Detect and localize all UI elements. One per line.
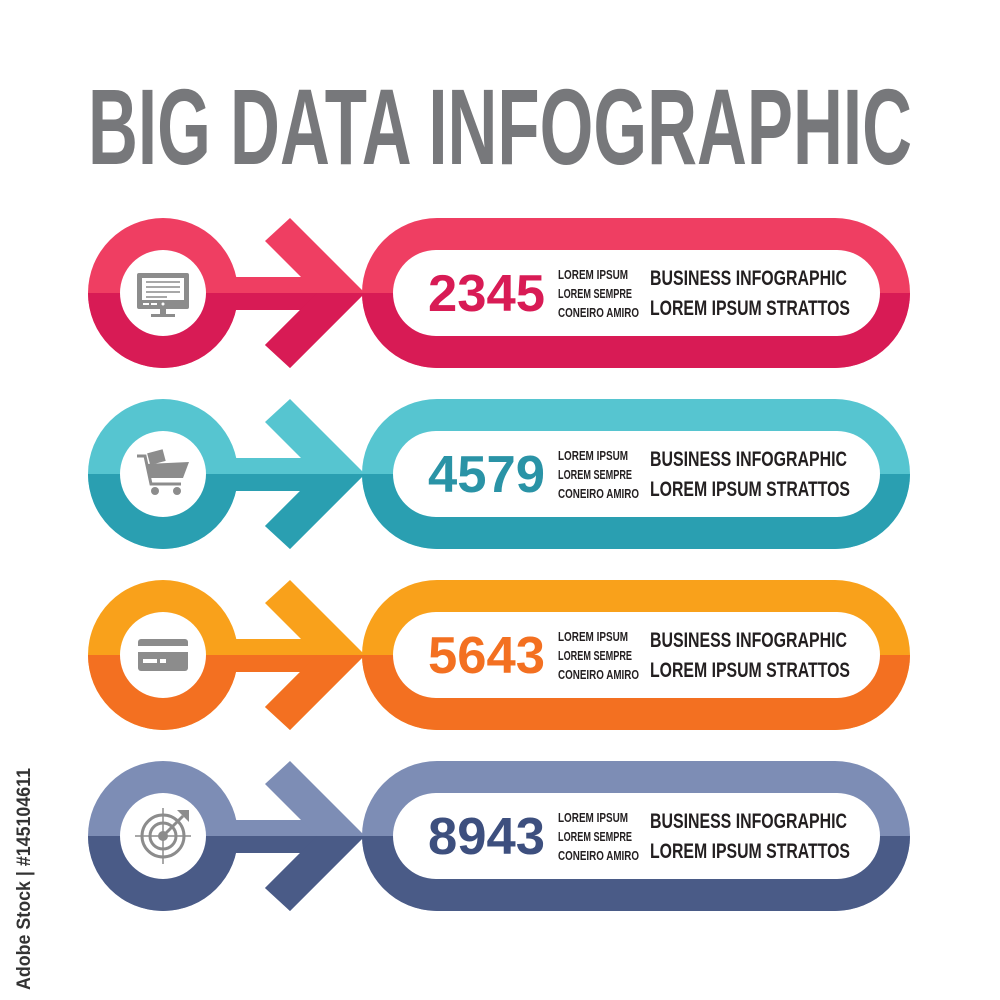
small-label: LOREM IPSUM (558, 449, 628, 463)
small-label: LOREM SEMPRE (558, 468, 632, 482)
heading-line: LOREM IPSUM STRATTOS (650, 297, 850, 320)
small-label: CONEIRO AMIRO (558, 849, 639, 863)
watermark: Adobe Stock | #145104611 (14, 768, 35, 990)
shopping-cart-icon (137, 449, 189, 495)
small-label: LOREM IPSUM (558, 630, 628, 644)
heading-line: LOREM IPSUM STRATTOS (650, 478, 850, 501)
content-pill (393, 250, 880, 336)
heading-line: BUSINESS INFOGRAPHIC (650, 267, 847, 290)
monitor-icon (137, 273, 189, 317)
heading-line: BUSINESS INFOGRAPHIC (650, 629, 847, 652)
content-pill (393, 612, 880, 698)
heading-line: LOREM IPSUM STRATTOS (650, 840, 850, 863)
small-label: LOREM IPSUM (558, 268, 628, 282)
target-icon (135, 808, 191, 864)
row-4: 8943 LOREM IPSUM LOREM SEMPRE CONEIRO AMIR… (88, 761, 910, 911)
row-3: 5643 LOREM IPSUM LOREM SEMPRE CONEIRO AMIR… (88, 580, 910, 730)
content-pill (393, 431, 880, 517)
credit-card-icon (138, 639, 188, 671)
row-2: 4579 LOREM IPSUM LOREM SEMPRE CONEIRO AMIR… (88, 399, 910, 549)
rows: 2345 LOREM IPSUM LOREM SEMPRE CONEIRO AMIR… (88, 218, 910, 911)
small-label: CONEIRO AMIRO (558, 306, 639, 320)
heading-line: LOREM IPSUM STRATTOS (650, 659, 850, 682)
small-label: LOREM IPSUM (558, 811, 628, 825)
small-label: CONEIRO AMIRO (558, 668, 639, 682)
row-number: 5643 (428, 627, 545, 685)
small-label: LOREM SEMPRE (558, 649, 632, 663)
row-number: 8943 (428, 808, 545, 866)
page-title: BIG DATA INFOGRAPHIC (88, 66, 912, 187)
small-label: LOREM SEMPRE (558, 287, 632, 301)
heading-line: BUSINESS INFOGRAPHIC (650, 810, 847, 833)
row-number: 4579 (428, 446, 545, 504)
small-label: LOREM SEMPRE (558, 830, 632, 844)
row-1: 2345 LOREM IPSUM LOREM SEMPRE CONEIRO AMIR… (88, 218, 910, 368)
small-label: CONEIRO AMIRO (558, 487, 639, 501)
row-number: 2345 (428, 265, 545, 323)
heading-line: BUSINESS INFOGRAPHIC (650, 448, 847, 471)
content-pill (393, 793, 880, 879)
